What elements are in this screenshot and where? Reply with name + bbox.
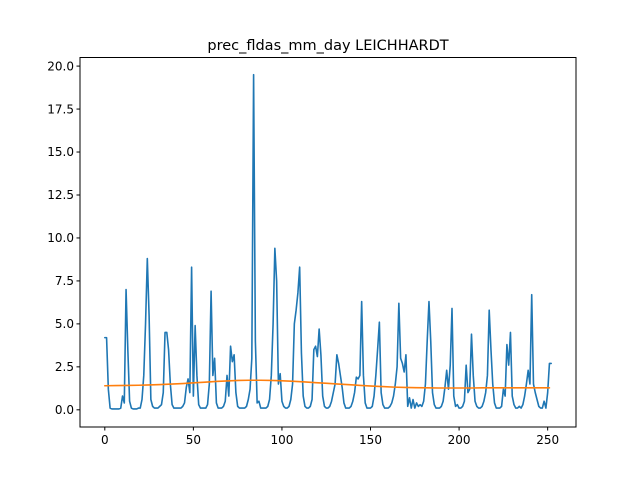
series-line-precipitation (104, 73, 553, 410)
y-tick-label: 12.5 (47, 188, 74, 202)
series-line-trend (104, 379, 551, 389)
y-tick-label: 17.5 (47, 102, 74, 116)
chart-title: prec_fldas_mm_day LEICHHARDT (207, 38, 448, 54)
series-layer (104, 73, 553, 410)
x-tick-label: 250 (536, 433, 559, 447)
x-tick-label: 50 (186, 433, 201, 447)
y-tick-label: 5.0 (55, 317, 74, 331)
y-tick-label: 2.5 (55, 360, 74, 374)
y-tick-label: 0.0 (55, 403, 74, 417)
x-axis: 0 50 100 150 200 250 (101, 427, 559, 447)
y-axis: 0.0 2.5 5.0 7.5 10.0 12.5 15.0 17.5 20.0 (47, 59, 80, 417)
y-tick-label: 15.0 (47, 145, 74, 159)
y-tick-label: 7.5 (55, 274, 74, 288)
plot-area-frame (79, 57, 577, 428)
x-tick-label: 0 (101, 433, 109, 447)
x-tick-label: 200 (448, 433, 471, 447)
x-tick-label: 150 (359, 433, 382, 447)
x-tick-label: 100 (270, 433, 293, 447)
y-tick-label: 20.0 (47, 59, 74, 73)
y-tick-label: 10.0 (47, 231, 74, 245)
